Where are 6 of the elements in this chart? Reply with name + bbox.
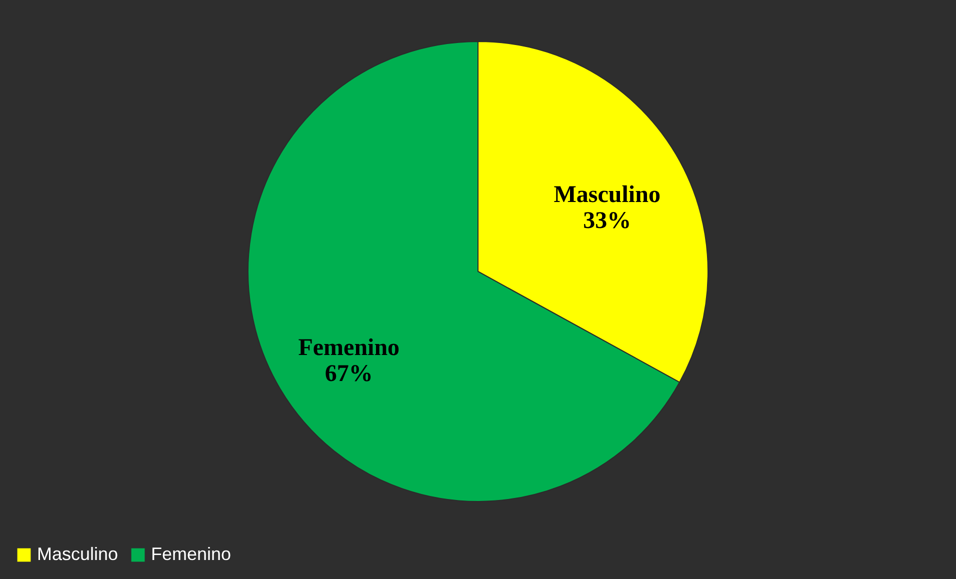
slice-label: Masculino xyxy=(554,182,660,208)
data-label: 33% xyxy=(583,208,632,234)
legend-label: Femenino xyxy=(151,544,232,564)
data-label: 67% xyxy=(324,360,373,387)
legend-label: Masculino xyxy=(37,544,118,564)
slice-label: Femenino xyxy=(298,334,400,361)
